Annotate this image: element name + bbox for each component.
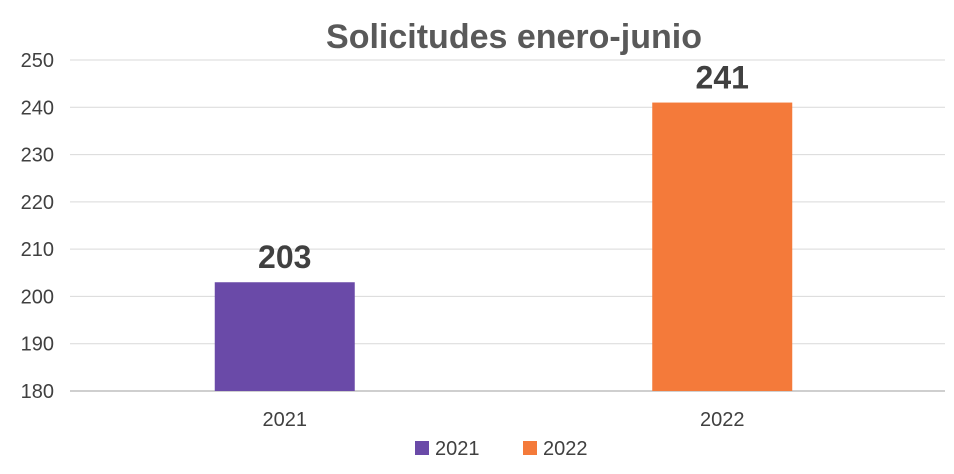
- legend-swatch-2021: [415, 441, 429, 455]
- gridlines: [70, 59, 945, 345]
- legend: 2021 2022: [415, 438, 588, 460]
- bar-2021: [214, 282, 355, 391]
- bar-2022: [652, 102, 793, 392]
- x-axis-tick-labels: 2021 2022: [263, 409, 745, 431]
- y-axis-tick-labels: 180 190 200 210 220 230 240 250: [21, 50, 54, 403]
- legend-label-2022: 2022: [543, 438, 588, 460]
- x-tick-label-2022: 2022: [700, 409, 745, 431]
- y-tick-label: 180: [21, 381, 54, 403]
- x-tick-label-2021: 2021: [263, 409, 308, 431]
- y-tick-label: 250: [21, 50, 54, 72]
- data-labels: 203 241: [258, 60, 749, 276]
- y-tick-label: 230: [21, 145, 54, 167]
- y-tick-label: 190: [21, 334, 54, 356]
- legend-swatch-2022: [523, 441, 537, 455]
- data-label-2022: 241: [696, 60, 749, 96]
- chart-title: Solicitudes enero-junio: [326, 18, 702, 56]
- bars: [214, 102, 793, 392]
- y-tick-label: 220: [21, 192, 54, 214]
- y-tick-label: 210: [21, 239, 54, 261]
- y-tick-label: 240: [21, 97, 54, 119]
- legend-label-2021: 2021: [435, 438, 480, 460]
- y-tick-label: 200: [21, 286, 54, 308]
- data-label-2021: 203: [258, 239, 311, 275]
